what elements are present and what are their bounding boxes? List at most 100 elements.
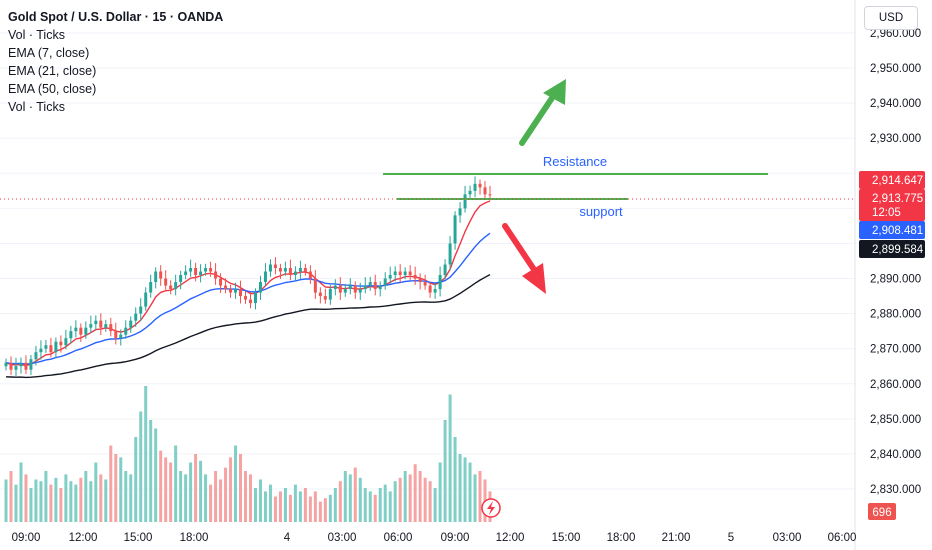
candle-body — [169, 285, 173, 290]
price-tag-label: 2,908.481 — [872, 225, 923, 237]
y-tick-label: 2,850.000 — [870, 414, 921, 426]
y-tick-label: 2,930.000 — [870, 133, 921, 145]
candle-body — [418, 278, 422, 283]
price-tag-label: 2,913.775 — [872, 193, 923, 205]
x-tick-label: 18:00 — [180, 532, 209, 544]
volume-bar — [393, 481, 397, 522]
candle-body — [278, 268, 282, 272]
volume-bar — [298, 491, 302, 522]
volume-bar — [194, 454, 198, 522]
volume-bar — [59, 488, 63, 522]
price-axis: 2,960.000 2,950.000 2,940.000 2,930.000 2,89… — [854, 0, 921, 550]
candle-body — [94, 320, 98, 325]
support-label: support — [579, 204, 623, 219]
volume-bar — [433, 488, 437, 522]
volume-bar — [139, 411, 143, 522]
candle-body — [34, 352, 38, 360]
legend-line-3[interactable]: EMA (21, close) — [8, 64, 97, 78]
candle-body — [413, 275, 417, 279]
candle-body — [398, 271, 402, 276]
y-tick-label: 2,860.000 — [870, 379, 921, 391]
volume-bar — [373, 494, 377, 522]
candle-body — [393, 271, 397, 276]
currency-button[interactable]: USD — [864, 6, 918, 30]
candle-body — [189, 268, 193, 272]
volume-bar — [199, 460, 203, 522]
volume-bar — [129, 474, 133, 522]
volume-bar — [363, 488, 367, 522]
candle-body — [273, 264, 277, 269]
volume-bar — [49, 484, 53, 522]
candle-body — [229, 289, 233, 293]
candle-body — [458, 208, 462, 216]
y-tick-label: 2,870.000 — [870, 344, 921, 356]
lightning-icon-glyph — [487, 501, 495, 515]
price-tag-bg — [859, 221, 925, 239]
ema-lines — [5, 200, 491, 379]
candle-body — [139, 306, 143, 314]
volume-bar — [164, 457, 168, 522]
candle-body — [438, 275, 442, 290]
volume-bar — [368, 491, 372, 522]
down-arrow-shaft — [502, 223, 536, 271]
candle-body — [234, 289, 238, 293]
candle-body — [149, 282, 153, 293]
x-tick-label: 03:00 — [773, 532, 802, 544]
candle-body — [29, 359, 33, 370]
candle-body — [219, 278, 223, 286]
volume-bar — [353, 467, 357, 522]
price-tag-bg — [859, 240, 925, 258]
ema-7-line — [5, 200, 491, 367]
volume-tag-label: 696 — [872, 507, 891, 519]
candle-body — [288, 268, 292, 276]
volume-bar — [224, 467, 228, 522]
volume-bar — [109, 445, 113, 522]
candle-body — [244, 296, 248, 300]
x-tick-label: 03:00 — [328, 532, 357, 544]
candle-body — [184, 271, 188, 276]
volume-bar — [288, 494, 292, 522]
candle-body — [248, 299, 252, 304]
volume-bar — [79, 477, 83, 522]
volume-bar — [383, 484, 387, 522]
volume-bar — [99, 474, 103, 522]
candle-body — [443, 264, 447, 276]
candle-body — [463, 194, 467, 209]
legend-line-1[interactable]: Vol · Ticks — [8, 28, 65, 42]
candle-body — [104, 324, 108, 328]
volume-bar — [303, 488, 307, 522]
volume-bar — [258, 479, 262, 522]
legend-line-4[interactable]: EMA (50, close) — [8, 82, 97, 96]
ema-21-line — [5, 232, 491, 365]
candle-body — [9, 362, 13, 370]
volume-bar — [423, 477, 427, 522]
candle-body — [488, 194, 492, 196]
candle-body — [283, 268, 287, 272]
candle-body — [19, 362, 23, 367]
volume-bar — [89, 481, 93, 522]
volume-bar — [114, 454, 118, 522]
volume-bar — [104, 479, 108, 522]
candle-body — [328, 289, 332, 300]
candle-body — [433, 289, 437, 293]
candle-body — [308, 271, 312, 279]
volume-bar — [478, 471, 482, 522]
volume-bar — [214, 471, 218, 522]
volume-bar — [179, 471, 183, 522]
legend-line-2[interactable]: EMA (7, close) — [8, 46, 90, 60]
symbol-title[interactable]: Gold Spot / U.S. Dollar · 15 · OANDA — [8, 10, 224, 24]
candle-body — [79, 327, 83, 335]
volume-bar — [184, 474, 188, 522]
candle-body — [343, 289, 347, 293]
candle-body — [99, 320, 103, 328]
volume-bar — [323, 498, 327, 522]
price-tag-label: 2,914.647 — [872, 175, 923, 187]
legend-line-5[interactable]: Vol · Ticks — [8, 100, 65, 114]
candle-body — [159, 271, 163, 279]
volume-bar — [468, 462, 472, 522]
volume-bar — [268, 484, 272, 522]
candle-body — [4, 362, 8, 367]
candle-body — [403, 271, 407, 276]
candle-body — [119, 334, 123, 339]
